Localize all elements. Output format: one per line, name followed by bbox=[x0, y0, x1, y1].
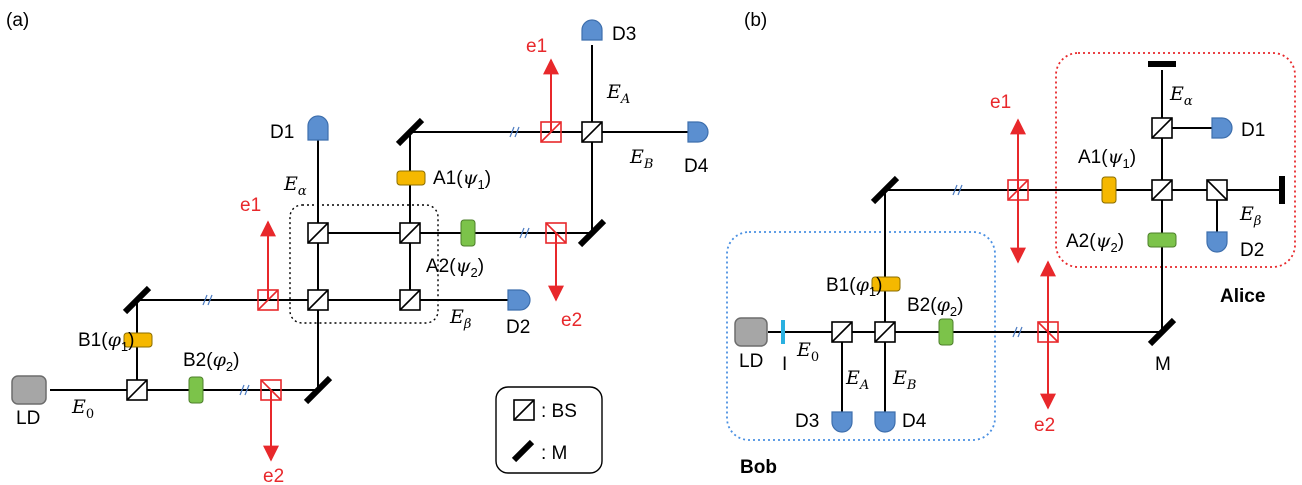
legend-mirror-icon bbox=[511, 439, 535, 463]
panel-a: (a) LD E0 bbox=[6, 10, 709, 485]
e2-b-label: e2 bbox=[1034, 415, 1055, 436]
beam-splitter-icon bbox=[307, 222, 329, 244]
legend-bs-label: : BS bbox=[541, 401, 577, 422]
beam-splitter-icon bbox=[1151, 179, 1173, 201]
bob-box bbox=[726, 231, 996, 441]
eavesdropper-left bbox=[257, 220, 279, 311]
detector-d4-b-icon bbox=[874, 411, 896, 433]
e1-top-label: e1 bbox=[526, 36, 547, 57]
e-b-label: EB bbox=[629, 146, 653, 172]
d1-b-label: D1 bbox=[1241, 120, 1265, 141]
i-label: I bbox=[782, 354, 787, 375]
e-b-b-label: EB bbox=[892, 367, 916, 393]
a2-label: A2(ψ2) bbox=[426, 255, 484, 280]
beam-splitter-icon bbox=[399, 222, 421, 244]
d2-b-label: D2 bbox=[1240, 240, 1264, 261]
detector-d3-icon bbox=[581, 19, 603, 41]
detector-d4-icon bbox=[687, 121, 709, 143]
a1-label: A1(ψ1) bbox=[433, 167, 491, 192]
interferometer-box bbox=[289, 204, 439, 324]
beam-splitter-icon bbox=[307, 289, 329, 311]
d1-label: D1 bbox=[270, 122, 294, 143]
detector-d1-b-icon bbox=[1211, 117, 1233, 139]
alice-label: Alice bbox=[1220, 286, 1265, 307]
mirror-icon bbox=[870, 175, 900, 205]
mirror-icon bbox=[577, 218, 607, 248]
e2-bottom-label: e2 bbox=[263, 466, 284, 485]
beam-splitter-icon bbox=[399, 289, 421, 311]
phase-modulator-b2 bbox=[188, 376, 204, 404]
b1-label: B1(φ1) bbox=[78, 329, 134, 354]
d2-label: D2 bbox=[506, 317, 530, 338]
beam-splitter-icon bbox=[831, 321, 853, 343]
b2-label: B2(φ2) bbox=[183, 349, 239, 374]
panel-b: (b) Bob Alice LD I E0 bbox=[726, 10, 1296, 478]
e-beta-b-label: Eβ bbox=[1239, 203, 1261, 229]
d3-label: D3 bbox=[612, 24, 636, 45]
mirror-icon bbox=[303, 375, 333, 405]
e1-left-label: e1 bbox=[240, 195, 261, 216]
beam-splitter-icon bbox=[1151, 117, 1173, 139]
panel-a-label: (a) bbox=[6, 10, 29, 31]
ld-label: LD bbox=[16, 408, 40, 429]
laser-diode-b-icon bbox=[734, 317, 768, 347]
phase-modulator-a1-b bbox=[1101, 176, 1117, 204]
detector-d2-b-icon bbox=[1206, 231, 1228, 253]
bob-label: Bob bbox=[740, 457, 777, 478]
e-alpha-b-label: Eα bbox=[1169, 83, 1193, 109]
a1-b-label: A1(ψ1) bbox=[1078, 146, 1136, 171]
e2-mid-label: e2 bbox=[561, 310, 582, 331]
legend-m-label: : M bbox=[541, 443, 567, 464]
legend: : BS : M bbox=[495, 386, 603, 474]
alice-box bbox=[1055, 52, 1296, 268]
beam-splitter-icon bbox=[581, 121, 603, 143]
d4-label: D4 bbox=[684, 156, 709, 177]
phase-modulator-a1 bbox=[396, 170, 426, 186]
panel-b-label: (b) bbox=[744, 10, 767, 31]
eavesdropper-b-lower bbox=[1037, 260, 1059, 410]
d3-b-label: D3 bbox=[795, 411, 819, 432]
beam-splitter-icon bbox=[874, 321, 896, 343]
e-a-b-label: EA bbox=[845, 367, 869, 393]
e-a-label: EA bbox=[606, 81, 630, 107]
beam-splitter-icon bbox=[1206, 179, 1228, 201]
eavesdropper-bottom bbox=[260, 379, 282, 462]
eavesdropper-top bbox=[540, 58, 562, 143]
beam-splitter-icon bbox=[126, 379, 148, 401]
phase-modulator-a2-b bbox=[1147, 232, 1177, 248]
detector-d1-icon bbox=[307, 115, 329, 141]
mirror-icon bbox=[1147, 317, 1177, 347]
eavesdropper-mid bbox=[545, 222, 567, 302]
e-alpha-label: Eα bbox=[283, 173, 307, 199]
b1-b-label: B1(φ1) bbox=[826, 274, 882, 299]
a2-b-label: A2(ψ2) bbox=[1066, 230, 1124, 255]
phase-modulator-b1-b bbox=[871, 276, 901, 292]
e0-label: E0 bbox=[71, 396, 94, 422]
mirror-icon bbox=[395, 117, 425, 147]
phase-modulator-a2 bbox=[460, 219, 476, 247]
m-label: M bbox=[1155, 354, 1171, 375]
detector-d3-b-icon bbox=[831, 411, 853, 433]
d4-b-label: D4 bbox=[902, 411, 927, 432]
mirror-icon bbox=[122, 285, 152, 315]
phase-modulator-b2-b bbox=[938, 318, 954, 346]
e1-b-label: e1 bbox=[990, 92, 1011, 113]
laser-diode-icon bbox=[11, 375, 47, 405]
e0-b-label: E0 bbox=[796, 339, 819, 365]
detector-d2-icon bbox=[507, 289, 531, 311]
e-beta-label: Eβ bbox=[449, 306, 471, 332]
phase-modulator-b1 bbox=[123, 332, 153, 348]
eavesdropper-b-upper bbox=[1007, 118, 1029, 264]
b2-b-label: B2(φ2) bbox=[907, 294, 963, 319]
ld-b-label: LD bbox=[739, 351, 763, 372]
panel-b-beams bbox=[768, 70, 1282, 412]
